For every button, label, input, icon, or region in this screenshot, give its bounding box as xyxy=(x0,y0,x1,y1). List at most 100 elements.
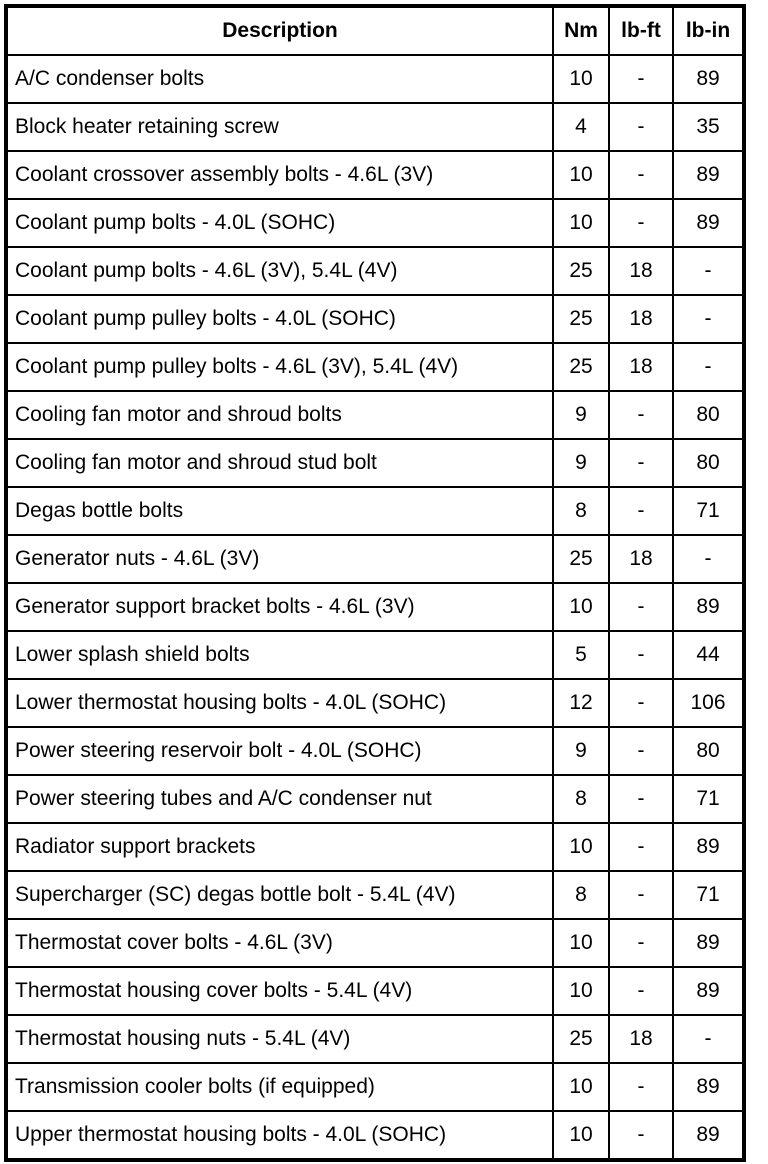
cell-lb-in: 44 xyxy=(672,632,742,678)
table-row: Degas bottle bolts 8-71 xyxy=(8,486,742,534)
cell-nm: 9 xyxy=(552,728,608,774)
torque-specifications-table: Description Nm lb-ft lb-in A/C condenser… xyxy=(4,4,746,1162)
table-row: Thermostat housing nuts - 5.4L (4V) 25 18- xyxy=(8,1014,742,1062)
cell-lb-ft: - xyxy=(608,56,672,102)
table-row: A/C condenser bolts 10-89 xyxy=(8,54,742,102)
cell-nm: 10 xyxy=(552,584,608,630)
cell-nm: 10 xyxy=(552,824,608,870)
cell-description: Lower thermostat housing bolts - 4.0L (S… xyxy=(15,691,447,714)
cell-description: Thermostat housing cover bolts - 5.4L (4… xyxy=(15,979,413,1002)
cell-lb-ft: - xyxy=(608,1064,672,1110)
cell-lb-ft: - xyxy=(608,488,672,534)
header-description: Description xyxy=(222,19,338,42)
table-row: Lower thermostat housing bolts - 4.0L (S… xyxy=(8,678,742,726)
table-row: Generator support bracket bolts - 4.6L (… xyxy=(8,582,742,630)
table-row: Coolant pump bolts - 4.0L (SOHC) 10-89 xyxy=(8,198,742,246)
table-row: Lower splash shield bolts 5-44 xyxy=(8,630,742,678)
cell-lb-in: 80 xyxy=(672,440,742,486)
table-header-row: Description Nm lb-ft lb-in xyxy=(8,8,742,54)
cell-nm: 25 xyxy=(552,344,608,390)
cell-lb-ft: 18 xyxy=(608,296,672,342)
cell-nm: 25 xyxy=(552,248,608,294)
cell-nm: 10 xyxy=(552,968,608,1014)
cell-lb-in: 71 xyxy=(672,872,742,918)
cell-lb-ft: - xyxy=(608,392,672,438)
cell-lb-ft: - xyxy=(608,152,672,198)
cell-nm: 10 xyxy=(552,200,608,246)
cell-lb-ft: - xyxy=(608,1112,672,1158)
cell-lb-in: 89 xyxy=(672,920,742,966)
cell-lb-ft: - xyxy=(608,824,672,870)
cell-nm: 9 xyxy=(552,440,608,486)
cell-lb-in: 35 xyxy=(672,104,742,150)
cell-nm: 8 xyxy=(552,872,608,918)
cell-lb-ft: - xyxy=(608,584,672,630)
cell-lb-in: 80 xyxy=(672,728,742,774)
table-row: Block heater retaining screw 4-35 xyxy=(8,102,742,150)
cell-lb-ft: - xyxy=(608,440,672,486)
cell-lb-in: - xyxy=(672,296,742,342)
table-row: Supercharger (SC) degas bottle bolt - 5.… xyxy=(8,870,742,918)
cell-description: Cooling fan motor and shroud stud bolt xyxy=(15,451,377,474)
cell-lb-in: 106 xyxy=(672,680,742,726)
cell-description: Coolant pump bolts - 4.6L (3V), 5.4L (4V… xyxy=(15,259,398,282)
cell-lb-ft: - xyxy=(608,200,672,246)
header-lb-in: lb-in xyxy=(672,8,742,54)
table-row: Thermostat housing cover bolts - 5.4L (4… xyxy=(8,966,742,1014)
cell-lb-in: - xyxy=(672,536,742,582)
cell-description: Coolant pump pulley bolts - 4.6L (3V), 5… xyxy=(15,355,459,378)
cell-description: Generator support bracket bolts - 4.6L (… xyxy=(15,595,415,618)
cell-lb-ft: 18 xyxy=(608,248,672,294)
cell-lb-in: 89 xyxy=(672,1112,742,1158)
table-row: Thermostat cover bolts - 4.6L (3V) 10-89 xyxy=(8,918,742,966)
cell-description: Block heater retaining screw xyxy=(15,115,279,138)
cell-nm: 10 xyxy=(552,152,608,198)
table-body: A/C condenser bolts 10-89 Block heater ret… xyxy=(8,54,742,1158)
table-row: Cooling fan motor and shroud bolts 9-80 xyxy=(8,390,742,438)
cell-nm: 9 xyxy=(552,392,608,438)
cell-lb-in: 89 xyxy=(672,152,742,198)
cell-lb-in: 71 xyxy=(672,488,742,534)
cell-lb-ft: - xyxy=(608,920,672,966)
cell-lb-ft: 18 xyxy=(608,344,672,390)
cell-nm: 10 xyxy=(552,56,608,102)
cell-lb-ft: - xyxy=(608,968,672,1014)
cell-description: Coolant crossover assembly bolts - 4.6L … xyxy=(15,163,434,186)
cell-lb-in: 89 xyxy=(672,1064,742,1110)
cell-nm: 10 xyxy=(552,920,608,966)
cell-lb-ft: 18 xyxy=(608,536,672,582)
cell-lb-ft: - xyxy=(608,632,672,678)
cell-lb-in: 89 xyxy=(672,824,742,870)
table-row: Generator nuts - 4.6L (3V) 25 18- xyxy=(8,534,742,582)
cell-lb-ft: - xyxy=(608,776,672,822)
cell-nm: 12 xyxy=(552,680,608,726)
table-row: Coolant crossover assembly bolts - 4.6L … xyxy=(8,150,742,198)
cell-description: Coolant pump pulley bolts - 4.0L (SOHC) xyxy=(15,307,396,330)
cell-lb-in: 89 xyxy=(672,968,742,1014)
cell-lb-ft: - xyxy=(608,872,672,918)
cell-description: Lower splash shield bolts xyxy=(15,643,250,666)
cell-lb-ft: 18 xyxy=(608,1016,672,1062)
cell-nm: 8 xyxy=(552,488,608,534)
cell-nm: 25 xyxy=(552,1016,608,1062)
cell-lb-in: 89 xyxy=(672,200,742,246)
table-row: Transmission cooler bolts (if equipped) 1… xyxy=(8,1062,742,1110)
cell-lb-in: - xyxy=(672,344,742,390)
cell-lb-in: - xyxy=(672,248,742,294)
cell-description: Transmission cooler bolts (if equipped) xyxy=(15,1075,375,1098)
table-row: Coolant pump bolts - 4.6L (3V), 5.4L (4V… xyxy=(8,246,742,294)
cell-nm: 8 xyxy=(552,776,608,822)
cell-lb-in: 89 xyxy=(672,584,742,630)
cell-lb-in: 80 xyxy=(672,392,742,438)
cell-description: Coolant pump bolts - 4.0L (SOHC) xyxy=(15,211,336,234)
cell-description: Degas bottle bolts xyxy=(15,499,184,522)
header-nm: Nm xyxy=(552,8,608,54)
cell-lb-ft: - xyxy=(608,104,672,150)
cell-description: Power steering reservoir bolt - 4.0L (SO… xyxy=(15,739,422,762)
cell-lb-in: 89 xyxy=(672,56,742,102)
cell-nm: 5 xyxy=(552,632,608,678)
table-row: Power steering tubes and A/C condenser n… xyxy=(8,774,742,822)
cell-description: Radiator support brackets xyxy=(15,835,256,858)
header-lb-ft: lb-ft xyxy=(608,8,672,54)
cell-nm: 25 xyxy=(552,296,608,342)
